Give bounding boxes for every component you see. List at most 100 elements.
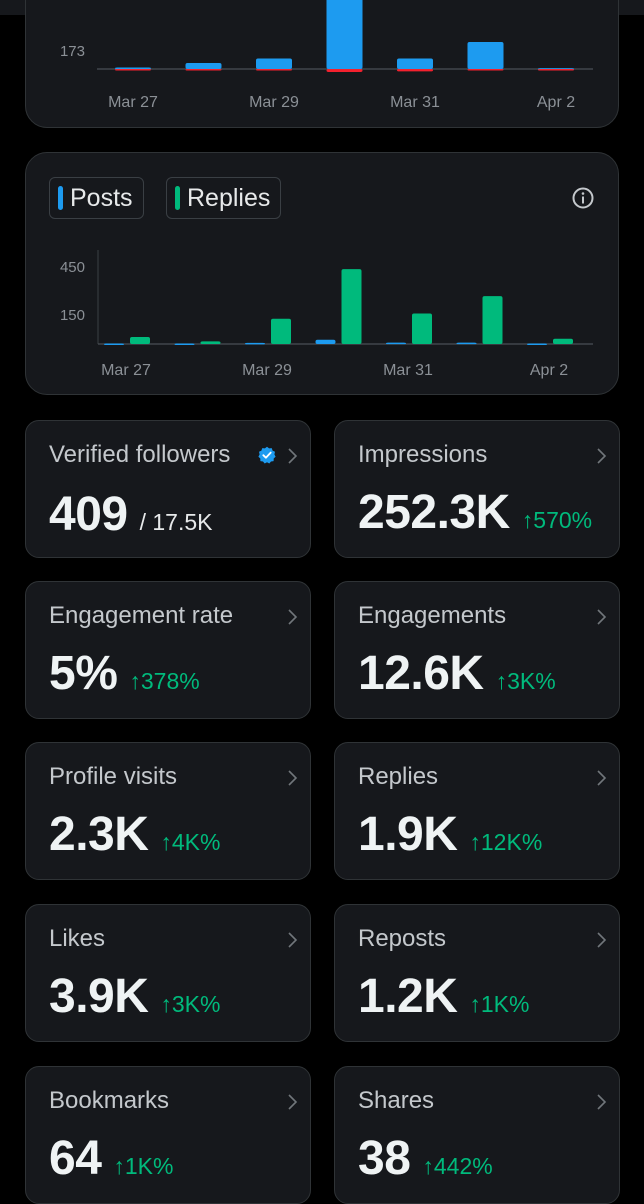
- bar-positive: [396, 58, 433, 69]
- stat-value: 38: [358, 1132, 411, 1185]
- activity-bar-chart: 450 150 Mar 27 Mar 29 Mar 31 Apr 2: [59, 249, 593, 379]
- stat-card-engagement-rate[interactable]: Engagement rate 5% ↑378%: [25, 581, 311, 719]
- stat-value: 64: [49, 1132, 102, 1185]
- y-tick-label: 173: [59, 43, 84, 60]
- stat-label: Bookmarks: [49, 1087, 170, 1114]
- stat-label: Profile visits: [49, 763, 178, 790]
- posts-swatch: [58, 186, 63, 210]
- stat-label: Shares: [358, 1087, 435, 1114]
- bar-replies: [129, 336, 150, 344]
- x-tick-label: Mar 29: [249, 94, 299, 111]
- stat-change: ↑1K%: [469, 991, 530, 1017]
- verified-badge-icon: [258, 446, 276, 464]
- bar-replies: [411, 313, 432, 344]
- stat-value-row: 5% ↑378%: [49, 646, 200, 701]
- bar-posts: [244, 342, 265, 344]
- stat-value-row: 12.6K ↑3K%: [358, 646, 556, 701]
- bar-negative: [255, 68, 292, 70]
- legend-replies-toggle[interactable]: Replies: [166, 177, 282, 219]
- y-tick-label: 150: [59, 307, 84, 324]
- stat-change: ↑570%: [521, 507, 593, 533]
- stat-card-verified-followers[interactable]: Verified followers 409 / 17.5K: [25, 420, 311, 558]
- stat-total: / 17.5K: [139, 509, 213, 535]
- bar-replies: [200, 340, 220, 344]
- bar-positive: [467, 41, 503, 69]
- stat-card-engagements[interactable]: Engagements 12.6K ↑3K%: [334, 581, 620, 719]
- stat-card-profile-visits[interactable]: Profile visits 2.3K ↑4K%: [25, 742, 311, 880]
- stat-value-row: 2.3K ↑4K%: [49, 807, 220, 862]
- bar-posts: [103, 343, 124, 345]
- activity-chart-card: Posts Replies 450 150 Mar 27 Mar 29 Mar …: [25, 152, 619, 395]
- stat-change: ↑12K%: [469, 829, 543, 855]
- chevron-right-icon: [288, 770, 298, 786]
- bar-negative: [467, 68, 503, 70]
- chevron-right-icon: [288, 609, 298, 625]
- bar-negative: [114, 68, 151, 70]
- stat-label: Likes: [49, 925, 106, 952]
- stat-value-row: 252.3K ↑570%: [358, 485, 592, 540]
- bar-posts: [174, 343, 194, 345]
- stat-card-reposts[interactable]: Reposts 1.2K ↑1K%: [334, 904, 620, 1042]
- stat-label: Engagement rate: [49, 602, 234, 629]
- stat-card-shares[interactable]: Shares 38 ↑442%: [334, 1066, 620, 1204]
- bar-negative: [537, 68, 574, 70]
- stat-card-bookmarks[interactable]: Bookmarks 64 ↑1K%: [25, 1066, 311, 1204]
- bar-replies: [482, 295, 502, 344]
- stat-value-row: 3.9K ↑3K%: [49, 969, 220, 1024]
- stat-value-row: 38 ↑442%: [358, 1131, 493, 1186]
- bar-replies: [270, 318, 291, 344]
- bar-posts: [315, 339, 335, 344]
- stat-value-row: 1.9K ↑12K%: [358, 807, 542, 862]
- chevron-right-icon: [288, 1094, 298, 1110]
- stat-card-replies[interactable]: Replies 1.9K ↑12K%: [334, 742, 620, 880]
- chevron-right-icon: [597, 609, 607, 625]
- stat-value-row: 64 ↑1K%: [49, 1131, 173, 1186]
- stat-card-impressions[interactable]: Impressions 252.3K ↑570%: [334, 420, 620, 558]
- stat-change: ↑378%: [129, 668, 200, 694]
- x-tick-label: Apr 2: [529, 362, 567, 379]
- bar-positive: [255, 58, 292, 69]
- stat-value: 5%: [49, 647, 118, 700]
- stat-label: Reposts: [358, 925, 447, 952]
- stat-change: ↑3K%: [160, 991, 221, 1017]
- legend-replies-label: Replies: [187, 183, 271, 212]
- info-icon[interactable]: [572, 187, 594, 209]
- bar-positive: [114, 67, 151, 69]
- chevron-right-icon: [288, 448, 298, 464]
- chevron-right-icon: [597, 448, 607, 464]
- chevron-right-icon: [597, 1094, 607, 1110]
- bar-posts: [456, 342, 476, 344]
- x-tick-label: Mar 31: [383, 362, 433, 379]
- top-bar-chart: 173 Mar 27 Mar 29 Mar 31 Apr 2: [59, 0, 593, 111]
- bar-replies: [341, 268, 361, 344]
- stat-value: 409: [49, 488, 128, 541]
- bar-replies: [552, 338, 573, 344]
- chevron-right-icon: [597, 932, 607, 948]
- bar-posts: [526, 343, 547, 345]
- legend-posts-label: Posts: [70, 183, 133, 212]
- stat-value-row: 1.2K ↑1K%: [358, 969, 529, 1024]
- stat-value: 3.9K: [49, 970, 149, 1023]
- stat-change: ↑3K%: [495, 668, 556, 694]
- x-tick-label: Mar 29: [242, 362, 292, 379]
- stat-change: ↑442%: [422, 1153, 493, 1179]
- y-tick-label: 450: [59, 259, 84, 276]
- top-bar-chart-card: 173 Mar 27 Mar 29 Mar 31 Apr 2: [25, 0, 619, 128]
- stat-change: ↑1K%: [113, 1153, 174, 1179]
- stat-value: 1.9K: [358, 808, 458, 861]
- stat-label: Replies: [358, 763, 439, 790]
- stat-value: 252.3K: [358, 486, 510, 539]
- stat-label: Impressions: [358, 441, 488, 468]
- x-tick-label: Mar 27: [101, 362, 151, 379]
- stat-card-likes[interactable]: Likes 3.9K ↑3K%: [25, 904, 311, 1042]
- stat-value: 1.2K: [358, 970, 458, 1023]
- bar-posts: [385, 342, 406, 344]
- stat-label: Engagements: [358, 602, 507, 629]
- bar-negative: [326, 68, 362, 72]
- bar-negative: [185, 68, 221, 70]
- x-tick-label: Mar 31: [390, 94, 440, 111]
- stat-value: 12.6K: [358, 647, 484, 700]
- bar-positive: [326, 0, 362, 69]
- legend-posts-toggle[interactable]: Posts: [49, 177, 144, 219]
- x-tick-label: Apr 2: [536, 94, 574, 111]
